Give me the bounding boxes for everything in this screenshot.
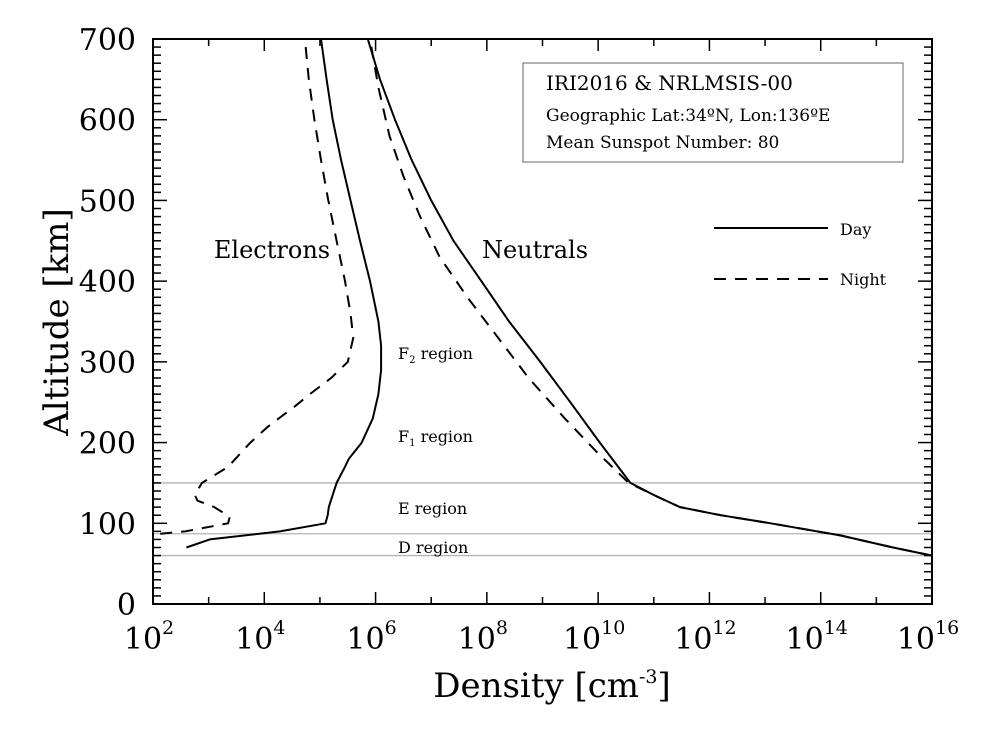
region-label: F2 region (398, 344, 473, 366)
x-tick-label: 108 (458, 617, 508, 657)
region-boundary-lines (153, 482, 932, 557)
y-tick-labels: 0 100 200 300 400 500 600 700 (79, 23, 136, 623)
legend: Day Night (714, 220, 887, 289)
region-labels: F2 region F1 region E region D region (398, 344, 473, 557)
y-tick-label: 600 (79, 104, 136, 139)
y-tick-label: 500 (79, 184, 136, 219)
info-box: IRI2016 & NRLMSIS-00 Geographic Lat:34ºN… (522, 62, 904, 163)
minor-ticks (152, 38, 933, 605)
y-tick-label: 200 (79, 427, 136, 462)
y-axis-title: Altitude [km] (37, 208, 77, 437)
series-line-neutrals-day (366, 38, 933, 557)
legend-day-label: Day (840, 220, 871, 239)
info-box-location: Geographic Lat:34ºN, Lon:136ºE (546, 106, 830, 126)
x-tick-label: 106 (346, 617, 396, 657)
y-tick-label: 700 (79, 23, 136, 58)
region-label: D region (398, 538, 468, 557)
electrons-label: Electrons (214, 236, 330, 264)
y-tick-label: 400 (79, 265, 136, 300)
y-tick-label: 300 (79, 346, 136, 381)
series-line-neutrals-night (369, 38, 933, 557)
info-box-title: IRI2016 & NRLMSIS-00 (546, 71, 793, 95)
y-tick-label: 100 (79, 507, 136, 542)
x-axis-title: Density [cm-3] (433, 666, 671, 706)
x-tick-label: 1012 (674, 617, 736, 657)
x-tick-label: 1016 (897, 617, 959, 657)
x-tick-label: 102 (124, 617, 174, 657)
y-tick-label: 0 (117, 588, 136, 623)
x-tick-labels: 102 104 106 108 1010 1012 1014 1016 (124, 617, 959, 657)
x-tick-label: 104 (235, 617, 285, 657)
legend-night-label: Night (840, 270, 887, 289)
neutrals-label: Neutrals (482, 236, 588, 264)
region-label: F1 region (398, 427, 473, 449)
region-label: E region (398, 499, 467, 518)
series-group (160, 38, 933, 557)
series-line-electrons-night (160, 38, 355, 535)
info-box-sunspot: Mean Sunspot Number: 80 (546, 133, 779, 153)
series-line-electrons-day (186, 38, 383, 549)
x-tick-label: 1014 (786, 617, 848, 657)
info-box-frame (522, 62, 904, 163)
x-tick-label: 1010 (563, 617, 625, 657)
